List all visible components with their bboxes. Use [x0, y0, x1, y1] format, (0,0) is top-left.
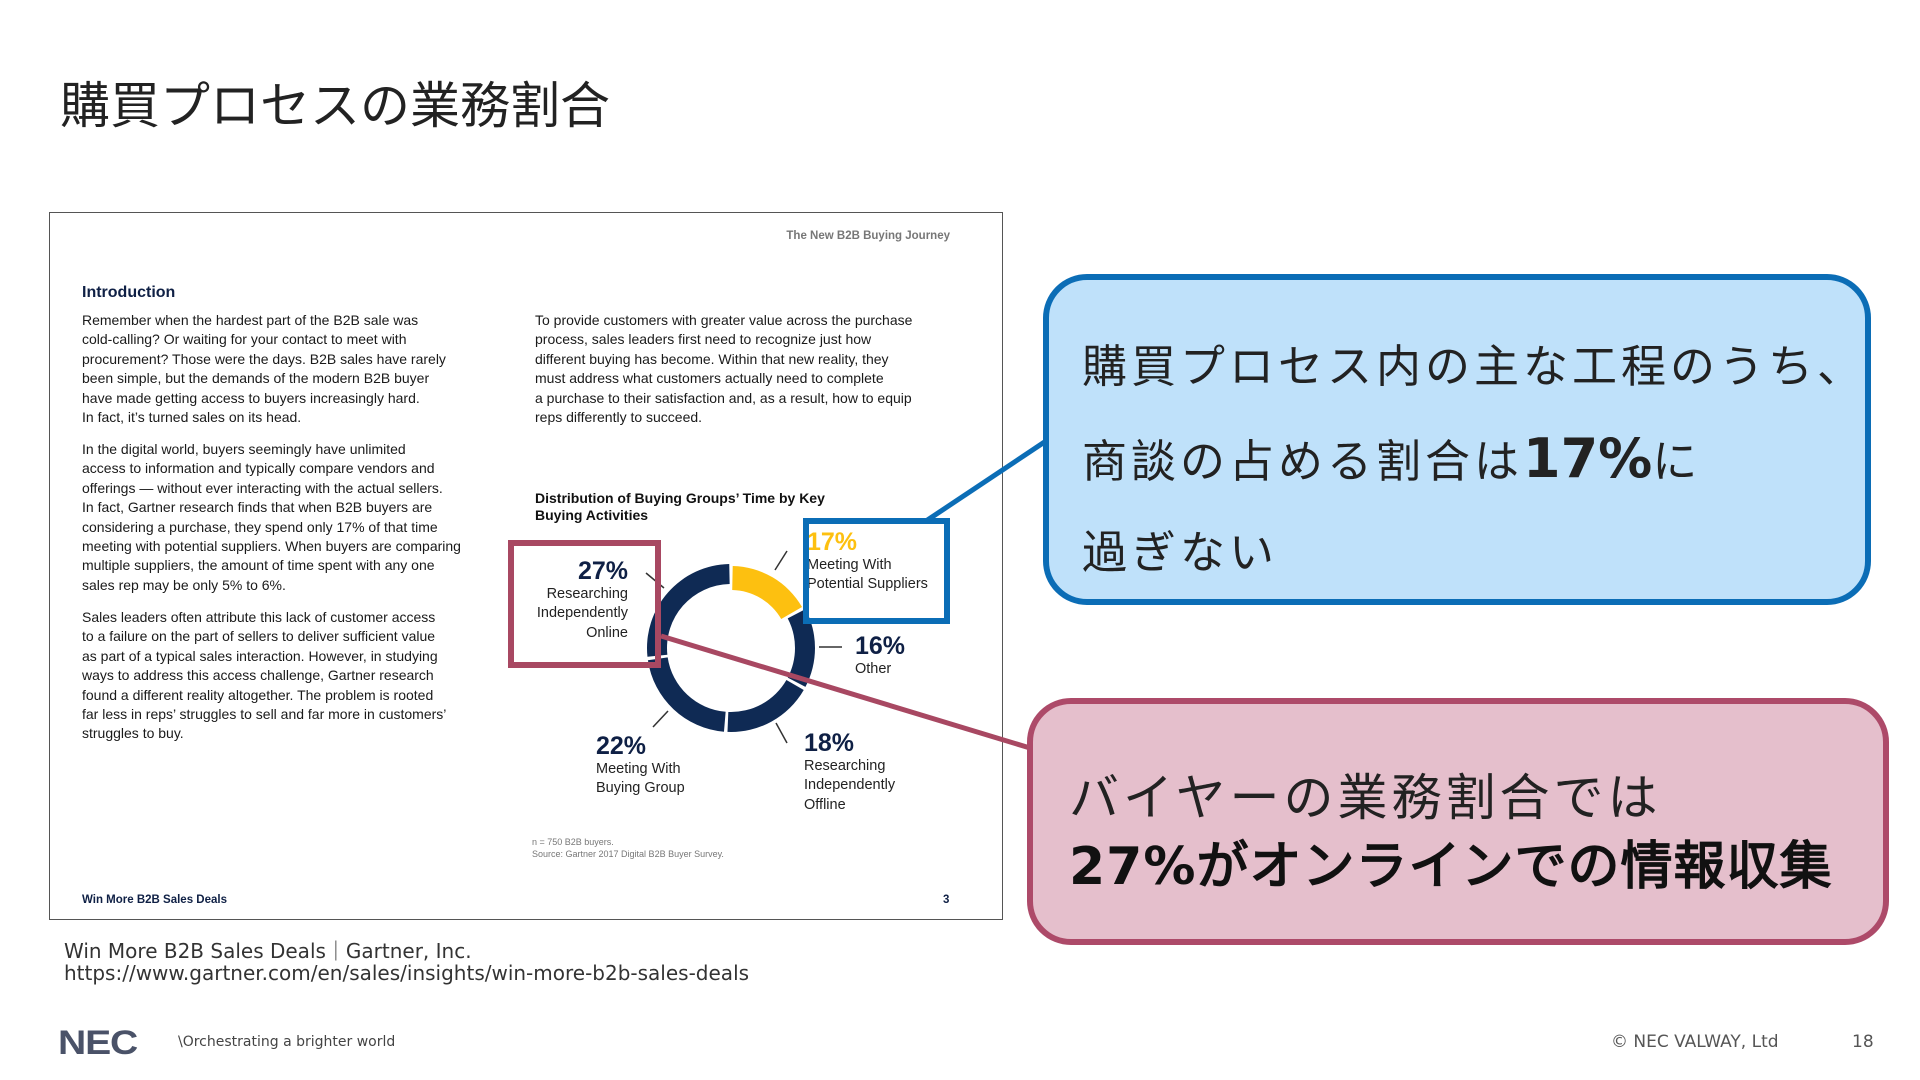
text-line: must address what customers actually nee…: [535, 370, 884, 387]
text-line: process, sales leaders first need to rec…: [535, 331, 872, 348]
text-line: Distribution of Buying Groups’ Time by K…: [535, 490, 825, 506]
source-citation: Win More B2B Sales Deals｜Gartner, Inc.: [64, 939, 472, 963]
text-line: been simple, but the demands of the mode…: [82, 370, 430, 387]
right-paragraph: To provide customers with greater value …: [535, 311, 912, 427]
text-line: struggles to buy.: [82, 725, 184, 742]
footnote: n = 750 B2B buyers. Source: Gartner 2017…: [532, 836, 724, 860]
text-line: Buying Group: [596, 780, 685, 797]
text-line: In fact, Gartner research finds that whe…: [82, 499, 433, 516]
slice-name-offline: Researching Independently Offline: [804, 757, 895, 815]
text-line: cold-calling? Or waiting for your contac…: [82, 331, 407, 348]
text-line: Meeting With: [596, 761, 681, 777]
page-number: 18: [1852, 1032, 1874, 1052]
text-line: Independently: [536, 605, 628, 622]
donut-slice-27pct: [647, 564, 730, 657]
source-url[interactable]: https://www.gartner.com/en/sales/insight…: [64, 961, 750, 985]
slice-label-online: 27% Researching Independently Online: [510, 557, 628, 643]
blue-callout-highlight: 17%: [1523, 427, 1653, 490]
document-footer-page: 3: [943, 894, 950, 906]
pink-connector-line: [660, 633, 1031, 751]
text-line: Remember when the hardest part of the B2…: [82, 312, 419, 328]
text-line: Offline: [804, 796, 846, 813]
donut-slice-18pct: [727, 680, 804, 733]
nec-logo: NEC: [58, 1024, 138, 1062]
blue-callout-line-2: 商談の占める割合は17%に: [1082, 425, 1701, 490]
donut-slice-17pct: [732, 566, 803, 619]
text-line: found a different reality altogether. Th…: [82, 686, 434, 703]
text-line: Researching: [804, 758, 886, 774]
text-line: Potential Suppliers: [807, 576, 928, 593]
text-line: In the digital world, buyers seemingly h…: [82, 441, 406, 457]
blue-callout: 購買プロセス内の主な工程のうち、 商談の占める割合は17%に 過ぎない: [1043, 274, 1871, 605]
slice-label-offline: 18% Researching Independently Offline: [804, 729, 895, 815]
blue-callout-line-2-post: に: [1652, 435, 1702, 488]
blue-callout-line-2-pre: 商談の占める割合は: [1082, 435, 1524, 488]
text-line: Meeting With: [807, 557, 892, 573]
chart-title: Distribution of Buying Groups’ Time by K…: [535, 490, 825, 524]
text-line: Independently: [804, 777, 896, 794]
slice-label-buying-group: 22% Meeting With Buying Group: [596, 732, 685, 799]
text-line: access to information and typically comp…: [82, 460, 435, 477]
text-line: To provide customers with greater value …: [535, 312, 913, 328]
footnote-sample: n = 750 B2B buyers.: [532, 837, 614, 847]
text-line: to a failure on the part of sellers to d…: [82, 628, 436, 645]
text-line: different buying has become. Within that…: [535, 350, 889, 367]
slice-pct-suppliers: 17%: [807, 528, 858, 556]
document-page-image: The New B2B Buying Journey Introduction …: [49, 212, 1003, 920]
text-line: a purchase to their satisfaction and, as…: [535, 389, 912, 406]
slice-pct-online: 27%: [577, 557, 628, 585]
slice-pct-other: 16%: [855, 632, 906, 660]
text-line: sales rep may be only 5% to 6%.: [82, 576, 286, 593]
text-line: considering a purchase, they spend only …: [82, 518, 438, 535]
slice-label-suppliers: 17% Meeting With Potential Suppliers: [807, 528, 928, 595]
blue-connector-line: [924, 438, 1048, 524]
text-line: In fact, it’s turned sales on its head.: [82, 409, 302, 426]
text-line: meeting with potential suppliers. When b…: [82, 538, 461, 555]
donut-slice-16pct: [787, 609, 815, 687]
left-paragraph-1: Remember when the hardest part of the B2…: [82, 311, 446, 427]
highlight-box-online: [508, 540, 661, 668]
pink-callout: バイヤーの業務割合では 27%がオンラインでの情報収集: [1027, 698, 1889, 945]
slice-pct-buying-group: 22%: [596, 732, 647, 760]
text-line: as part of a typical sales interaction. …: [82, 647, 438, 664]
document-footer-title: Win More B2B Sales Deals: [82, 894, 227, 906]
pink-callout-line-1: バイヤーの業務割合では: [1069, 769, 1662, 827]
text-line: have made getting access to buyers incre…: [82, 389, 420, 406]
text-line: Other: [855, 661, 892, 677]
donut-slice-22pct: [647, 657, 726, 732]
leader-line-buying-group: [652, 710, 669, 728]
text-line: Researching: [546, 586, 628, 602]
left-paragraph-3: Sales leaders often attribute this lack …: [82, 608, 446, 744]
slice-name-online: Researching Independently Online: [510, 585, 628, 643]
slice-pct-offline: 18%: [804, 729, 855, 757]
text-line: offerings — without ever interacting wit…: [82, 479, 443, 496]
text-line: Buying Activities: [535, 507, 649, 523]
slice-label-other: 16% Other: [855, 632, 905, 679]
text-line: Sales leaders often attribute this lack …: [82, 609, 436, 625]
intro-heading: Introduction: [82, 284, 176, 301]
text-line: procurement? Those were the days. B2B sa…: [82, 350, 446, 367]
pink-callout-line-2: 27%がオンラインでの情報収集: [1069, 837, 1833, 897]
slice-name-other: Other: [855, 660, 905, 679]
leader-line-offline: [775, 722, 788, 744]
text-line: Online: [586, 624, 628, 641]
text-line: reps differently to succeed.: [535, 409, 703, 426]
text-line: ways to address this access challenge, G…: [82, 667, 434, 684]
slice-name-buying-group: Meeting With Buying Group: [596, 760, 685, 799]
blue-callout-line-3: 過ぎない: [1082, 526, 1279, 579]
slice-name-suppliers: Meeting With Potential Suppliers: [807, 556, 928, 595]
blue-callout-line-1: 購買プロセス内の主な工程のうち、: [1082, 340, 1867, 393]
text-line: far less in reps’ struggles to sell and …: [82, 706, 447, 723]
text-line: multiple suppliers, the amount of time s…: [82, 557, 435, 574]
left-paragraph-2: In the digital world, buyers seemingly h…: [82, 440, 461, 595]
footer-copyright: © NEC VALWAY, Ltd: [1611, 1032, 1779, 1052]
document-header: The New B2B Buying Journey: [786, 230, 950, 242]
highlight-box-suppliers: [803, 518, 950, 624]
donut-chart: [647, 564, 815, 733]
slide-title: 購買プロセスの業務割合: [60, 77, 610, 135]
footnote-source: Source: Gartner 2017 Digital B2B Buyer S…: [532, 849, 724, 859]
footer-tagline: \Orchestrating a brighter world: [178, 1034, 396, 1050]
leader-line-suppliers: [774, 550, 788, 571]
